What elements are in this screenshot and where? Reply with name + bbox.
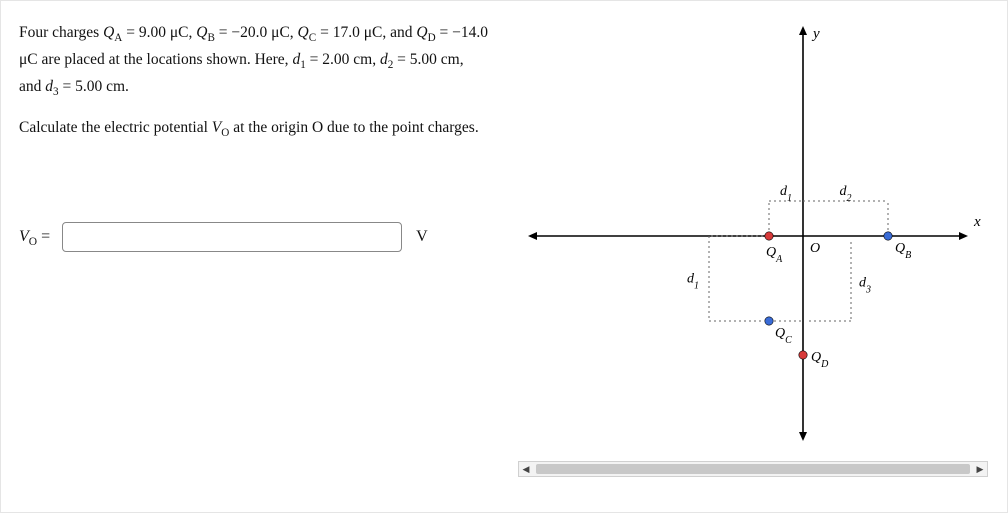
svg-text:QB: QB — [895, 241, 911, 261]
svg-text:QC: QC — [775, 326, 792, 346]
answer-input[interactable] — [62, 222, 402, 252]
coordinate-diagram: yxOd1d2d1d3QAQBQCQD — [518, 11, 988, 451]
svg-text:x: x — [973, 214, 981, 230]
svg-text:d1: d1 — [687, 272, 699, 292]
svg-text:d3: d3 — [859, 276, 871, 296]
diagram-area: yxOd1d2d1d3QAQBQCQD — [518, 11, 988, 451]
answer-unit: V — [416, 228, 428, 246]
answer-label: VO = — [19, 228, 50, 246]
problem-paragraph-1: Four charges QA = 9.00 μC, QB = −20.0 μC… — [19, 19, 489, 100]
answer-row: VO = V — [19, 222, 489, 252]
page-container: Four charges QA = 9.00 μC, QB = −20.0 μC… — [0, 0, 1008, 513]
scroll-right-arrow-icon[interactable]: ▶ — [973, 462, 987, 476]
svg-text:y: y — [811, 26, 820, 42]
svg-text:O: O — [810, 241, 820, 256]
left-column: Four charges QA = 9.00 μC, QB = −20.0 μC… — [19, 19, 489, 252]
horizontal-scrollbar[interactable]: ◀ ▶ — [518, 461, 988, 477]
svg-text:QD: QD — [811, 350, 829, 370]
scroll-track[interactable] — [536, 464, 970, 474]
problem-text: Four charges QA = 9.00 μC, QB = −20.0 μC… — [19, 19, 489, 142]
problem-paragraph-2: Calculate the electric potential VO at t… — [19, 114, 489, 141]
svg-text:d2: d2 — [840, 184, 852, 204]
svg-text:QA: QA — [766, 245, 783, 265]
scroll-left-arrow-icon[interactable]: ◀ — [519, 462, 533, 476]
